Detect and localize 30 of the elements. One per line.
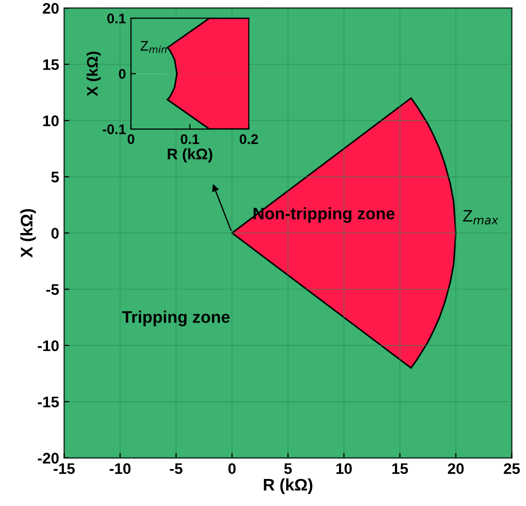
annotation: Non-tripping zone [254, 207, 395, 223]
y-tick-label: 0.1 [107, 14, 126, 24]
y-tick-label: -0.1 [102, 124, 126, 134]
y-tick-label: -15 [38, 396, 59, 408]
annotation: Z$_{max}$ [463, 210, 498, 224]
x-tick-label: 15 [392, 463, 408, 474]
y-tick-label: -5 [46, 284, 59, 295]
x-axis-title: R (kΩ) [168, 148, 212, 162]
y-tick-label: 0 [51, 228, 59, 239]
x-tick-label: 10 [336, 463, 352, 474]
y-axis-title: X (kΩ) [86, 52, 101, 96]
x-tick-label: -5 [170, 463, 182, 474]
annotation: Tripping zone [122, 310, 230, 326]
x-tick-label: 0.1 [180, 134, 200, 144]
x-tick-label: 0 [128, 134, 134, 144]
y-tick-label: 0 [118, 68, 126, 79]
y-axis-title: X (kΩ) [20, 209, 36, 258]
x-tick-label: 5 [284, 463, 292, 474]
annotation: Z$_{min}$ [140, 41, 166, 53]
x-tick-label: 0.2 [240, 134, 258, 144]
x-tick-label: 25 [504, 463, 520, 474]
x-axis-title: R (kΩ) [264, 478, 312, 494]
y-tick-label: 20 [42, 2, 59, 14]
x-tick-label: 0 [228, 463, 236, 474]
x-tick-label: 20 [448, 463, 464, 474]
y-tick-label: 5 [51, 172, 59, 182]
y-tick-label: 15 [43, 59, 59, 70]
y-tick-label: 10 [43, 115, 59, 126]
y-tick-label: -10 [38, 340, 59, 352]
y-tick-label: -20 [38, 452, 59, 464]
